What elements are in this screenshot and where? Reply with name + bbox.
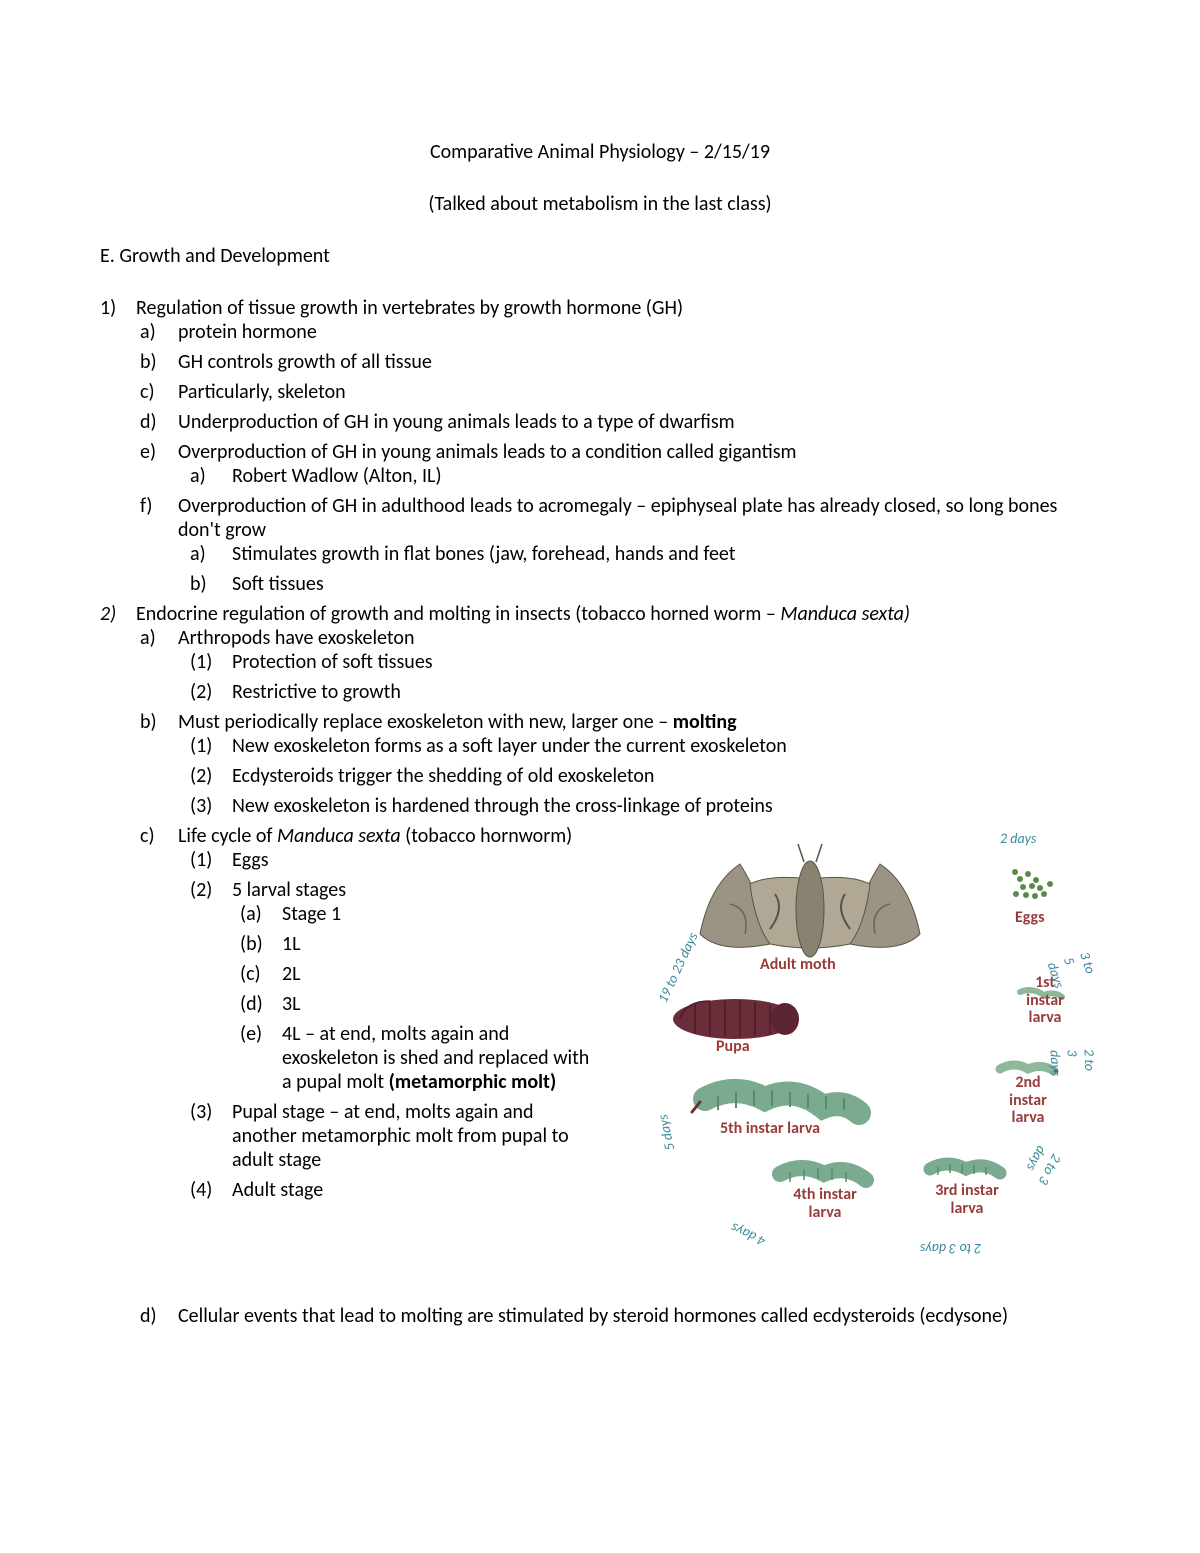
label-4th-instar: 4th instar larva — [780, 1186, 870, 1221]
item-2b-sublist: New exoskeleton forms as a soft layer un… — [178, 734, 1100, 818]
item-2a-2: Restrictive to growth — [232, 680, 1100, 704]
eggs-illustration — [1012, 869, 1053, 899]
item-2c-2: 5 larval stages Stage 1 1L 2L 3L 4L – at… — [232, 878, 598, 1094]
item-1f-b: Soft tissues — [232, 572, 1100, 596]
item-2c-line: Life cycle of Manduca sexta (tobacco hor… — [178, 824, 658, 848]
item-2c-1: Eggs — [232, 848, 598, 872]
item-1b: GH controls growth of all tissue — [178, 350, 1100, 374]
item-2-text-pre: Endocrine regulation of growth and molti… — [136, 602, 780, 626]
document-page: Comparative Animal Physiology – 2/15/19 … — [0, 0, 1200, 1434]
page-subtitle: (Talked about metabolism in the last cla… — [100, 192, 1100, 216]
item-1-text: Regulation of tissue growth in vertebrat… — [136, 296, 683, 320]
larva-5-illustration — [692, 1090, 859, 1113]
page-title: Comparative Animal Physiology – 2/15/19 — [100, 140, 1100, 164]
item-2c-2-b: 1L — [282, 932, 598, 956]
item-2c-4: Adult stage — [232, 1178, 598, 1202]
duration-2-3-days-a: 2 to 3 days — [1047, 1049, 1099, 1079]
item-1e-a: Robert Wadlow (Alton, IL) — [232, 464, 1100, 488]
item-2-sublist: Arthropods have exoskeleton Protection o… — [136, 626, 1100, 1328]
item-1f: Overproduction of GH in adulthood leads … — [178, 494, 1100, 596]
item-1f-a: Stimulates growth in flat bones (jaw, fo… — [232, 542, 1100, 566]
item-2c-2-c: 2L — [282, 962, 598, 986]
duration-2-days: 2 days — [1000, 830, 1036, 847]
item-2a-text: Arthropods have exoskeleton — [178, 626, 414, 650]
label-pupa: Pupa — [716, 1038, 750, 1056]
label-3rd-instar-text: 3rd instar larva — [935, 1181, 999, 1218]
item-2c: Adult moth Eggs 1st instar larva 2nd ins… — [178, 824, 1100, 1264]
item-2-species: Manduca sexta) — [780, 602, 910, 626]
item-2c-2-sublist: Stage 1 1L 2L 3L 4L – at end, molts agai… — [232, 902, 598, 1094]
label-eggs: Eggs — [1015, 909, 1045, 927]
item-2a-1: Protection of soft tissues — [232, 650, 1100, 674]
pupa-illustration — [673, 999, 799, 1039]
item-2c-species: Manduca sexta — [277, 824, 401, 848]
item-1f-sublist: Stimulates growth in flat bones (jaw, fo… — [178, 542, 1100, 596]
item-1e: Overproduction of GH in young animals le… — [178, 440, 1100, 488]
duration-2-3-days-c: 2 to 3 days — [920, 1240, 982, 1257]
item-1e-sublist: Robert Wadlow (Alton, IL) — [178, 464, 1100, 488]
item-2b-1: New exoskeleton forms as a soft layer un… — [232, 734, 1100, 758]
larva-3-illustration — [930, 1164, 1000, 1175]
item-2c-2-e-bold: (metamorphic molt) — [389, 1070, 557, 1094]
item-1a: protein hormone — [178, 320, 1100, 344]
item-2a: Arthropods have exoskeleton Protection o… — [178, 626, 1100, 704]
item-2c-2-d: 3L — [282, 992, 598, 1016]
item-2b: Must periodically replace exoskeleton wi… — [178, 710, 1100, 818]
item-2c-2-text: 5 larval stages — [232, 878, 346, 902]
item-2a-sublist: Protection of soft tissues Restrictive t… — [178, 650, 1100, 704]
item-1c: Particularly, skeleton — [178, 380, 1100, 404]
item-2c-2-a: Stage 1 — [282, 902, 598, 926]
life-cycle-diagram: Adult moth Eggs 1st instar larva 2nd ins… — [620, 824, 1100, 1254]
item-2b-3: New exoskeleton is hardened through the … — [232, 794, 1100, 818]
item-2c-2-e: 4L – at end, molts again and exoskeleton… — [282, 1022, 598, 1094]
item-1d: Underproduction of GH in young animals l… — [178, 410, 1100, 434]
moth-illustration — [700, 844, 920, 957]
item-1-sublist: protein hormone GH controls growth of al… — [136, 320, 1100, 596]
item-2b-pre: Must periodically replace exoskeleton wi… — [178, 710, 673, 734]
item-2: Endocrine regulation of growth and molti… — [136, 602, 1100, 1328]
item-1e-text: Overproduction of GH in young animals le… — [178, 440, 797, 464]
item-2c-pre: Life cycle of — [178, 824, 277, 848]
item-1f-text: Overproduction of GH in adulthood leads … — [178, 494, 1057, 542]
larva-4-illustration — [780, 1168, 866, 1182]
label-adult-moth: Adult moth — [760, 956, 836, 974]
item-2c-sublist: Eggs 5 larval stages Stage 1 1L 2L 3L 4L… — [178, 848, 598, 1202]
label-4th-instar-text: 4th instar larva — [793, 1185, 857, 1222]
item-2c-post: (tobacco hornworm) — [401, 824, 573, 848]
item-2b-bold: molting — [673, 710, 737, 734]
label-2nd-instar-text: 2nd instar larva — [1009, 1073, 1047, 1127]
section-heading: E. Growth and Development — [100, 244, 1100, 268]
label-5th-instar: 5th instar larva — [720, 1120, 820, 1138]
item-2b-2: Ecdysteroids trigger the shedding of old… — [232, 764, 1100, 788]
label-3rd-instar: 3rd instar larva — [922, 1182, 1012, 1217]
item-1: Regulation of tissue growth in vertebrat… — [136, 296, 1100, 596]
label-2nd-instar: 2nd instar larva — [998, 1074, 1058, 1127]
item-2d: Cellular events that lead to molting are… — [178, 1304, 1100, 1328]
outline-level-1: Regulation of tissue growth in vertebrat… — [100, 296, 1100, 1328]
item-2c-3: Pupal stage – at end, molts again and an… — [232, 1100, 598, 1172]
